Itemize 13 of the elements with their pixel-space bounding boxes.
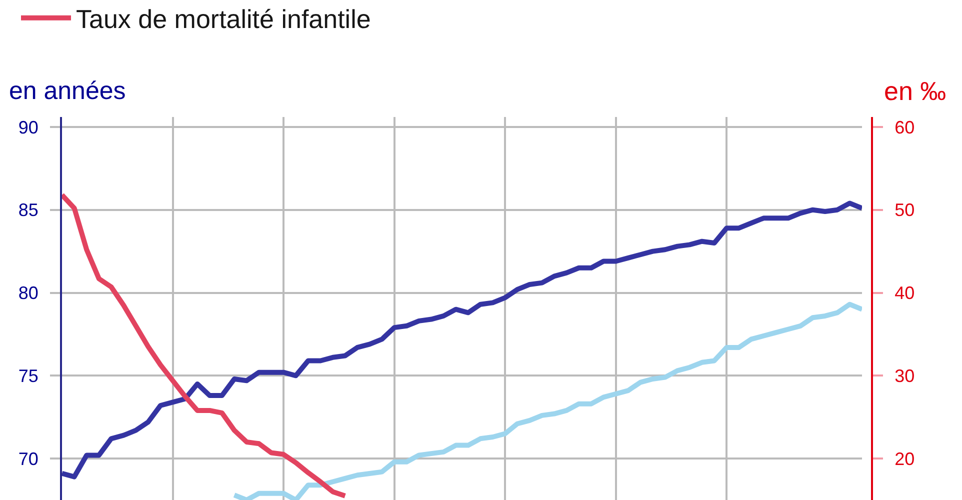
y2-tick-label: 20 (894, 448, 915, 469)
y2-tick-label: 60 (894, 117, 915, 138)
legend-label: Taux de mortalité infantile (76, 4, 371, 34)
y2-tick-label: 50 (894, 200, 915, 220)
y-tick-label: 70 (18, 448, 38, 469)
y-tick-label: 80 (18, 283, 38, 304)
y-tick-label: 90 (18, 117, 38, 138)
y2-tick-label: 40 (894, 283, 915, 304)
y2-tick-label: 30 (894, 366, 915, 386)
y-tick-label: 85 (18, 200, 38, 220)
y2-axis-title: en ‰ (884, 76, 946, 106)
y-axis-title: en années (9, 77, 126, 105)
y-tick-label: 75 (18, 366, 38, 386)
